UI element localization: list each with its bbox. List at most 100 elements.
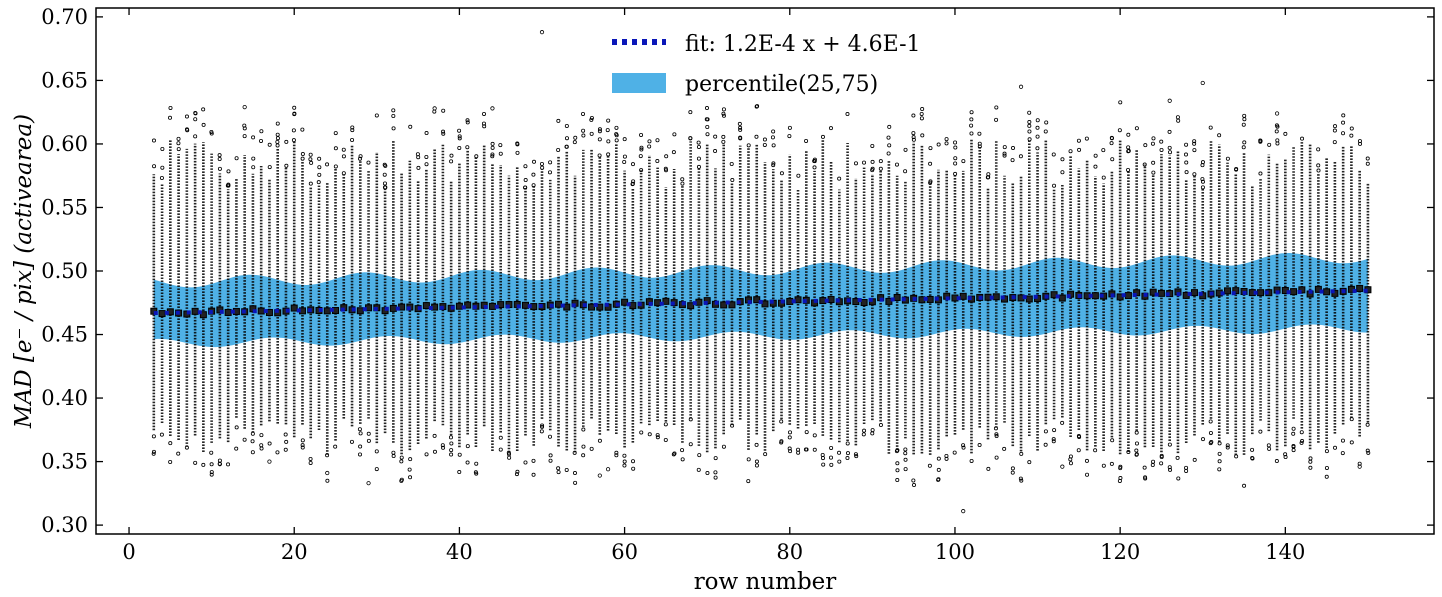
y-tick-label: 0.55: [41, 195, 88, 219]
data-point: [977, 141, 982, 146]
data-point: [1118, 476, 1123, 481]
data-point: [944, 137, 949, 142]
data-point: [539, 429, 544, 434]
data-point: [572, 471, 577, 476]
data-point: [1267, 446, 1272, 451]
data-point: [564, 123, 569, 128]
data-point: [820, 452, 825, 457]
data-points-layer: [151, 30, 1371, 514]
data-point: [151, 451, 156, 456]
data-point: [630, 162, 635, 167]
data-point: [1184, 468, 1189, 473]
data-point: [1225, 445, 1230, 450]
data-point: [308, 181, 313, 186]
data-point: [159, 175, 164, 180]
data-point: [1002, 153, 1007, 158]
data-point: [1010, 158, 1015, 163]
data-point: [622, 459, 627, 464]
data-point: [1200, 179, 1205, 184]
data-point: [1341, 120, 1346, 125]
data-point: [779, 439, 784, 444]
data-point: [614, 125, 619, 130]
data-point: [812, 447, 817, 452]
data-point: [589, 117, 594, 122]
median-marker: [794, 296, 802, 304]
y-tick-label: 0.60: [41, 132, 88, 156]
data-point: [300, 445, 305, 450]
median-marker: [992, 293, 1000, 301]
median-marker: [1224, 287, 1232, 295]
data-point: [854, 454, 859, 459]
data-point: [1110, 157, 1115, 162]
data-point: [762, 142, 767, 147]
data-point: [333, 146, 338, 151]
y-tick-label: 0.40: [41, 386, 88, 410]
data-point: [1308, 456, 1313, 461]
data-point: [547, 434, 552, 439]
data-point: [953, 161, 958, 166]
data-point: [969, 458, 974, 463]
data-point: [474, 471, 479, 476]
data-point: [886, 135, 891, 140]
data-point: [201, 462, 206, 467]
data-point: [1019, 478, 1024, 483]
data-point: [283, 432, 288, 437]
data-point: [1242, 483, 1247, 488]
data-point: [655, 435, 660, 440]
data-point: [746, 457, 751, 462]
data-point: [887, 124, 892, 129]
data-point: [539, 161, 544, 166]
data-point: [490, 141, 495, 146]
data-point: [284, 139, 289, 144]
data-point: [209, 472, 214, 477]
data-point: [160, 147, 165, 152]
data-point: [308, 157, 313, 162]
data-point: [606, 152, 611, 157]
data-point: [1299, 430, 1304, 435]
data-point: [1332, 128, 1337, 133]
data-point: [259, 129, 264, 134]
data-point: [803, 447, 808, 452]
data-point: [1134, 126, 1139, 131]
data-point: [845, 441, 850, 446]
data-point: [870, 159, 875, 164]
median-marker: [1133, 289, 1141, 297]
median-marker: [1091, 292, 1099, 300]
data-point: [350, 128, 355, 133]
data-point: [1151, 459, 1156, 464]
data-point: [250, 431, 255, 436]
data-point: [374, 113, 379, 118]
data-point: [540, 165, 545, 170]
data-point: [382, 181, 387, 186]
data-point: [391, 108, 396, 113]
data-point: [597, 127, 602, 132]
data-point: [1159, 453, 1164, 458]
data-point: [705, 471, 710, 476]
data-point: [1365, 448, 1370, 453]
data-point: [457, 128, 462, 133]
data-point: [713, 470, 718, 475]
data-point: [1274, 123, 1279, 128]
data-point: [1349, 133, 1354, 138]
data-point: [663, 422, 668, 427]
axis-ticks: 0 20 40 60 80 100 120 140 0.30 0.35 0.40 0.45 0.50 0.…: [41, 5, 1434, 564]
median-marker: [224, 308, 232, 316]
data-point: [275, 139, 280, 144]
data-point: [870, 166, 875, 171]
data-point: [416, 165, 421, 170]
data-point: [912, 483, 917, 488]
data-point: [284, 163, 289, 168]
median-marker: [1298, 286, 1306, 294]
data-point: [581, 444, 586, 449]
data-point: [250, 450, 255, 455]
data-point: [291, 128, 296, 133]
data-point: [1332, 140, 1337, 145]
y-tick-label: 0.50: [41, 259, 88, 283]
data-point: [465, 444, 470, 449]
median-marker: [1257, 289, 1265, 297]
data-point: [1167, 465, 1172, 470]
outlier-point: [490, 106, 495, 111]
data-point: [481, 121, 486, 126]
outlier-point: [597, 473, 602, 478]
data-point: [1267, 142, 1272, 147]
